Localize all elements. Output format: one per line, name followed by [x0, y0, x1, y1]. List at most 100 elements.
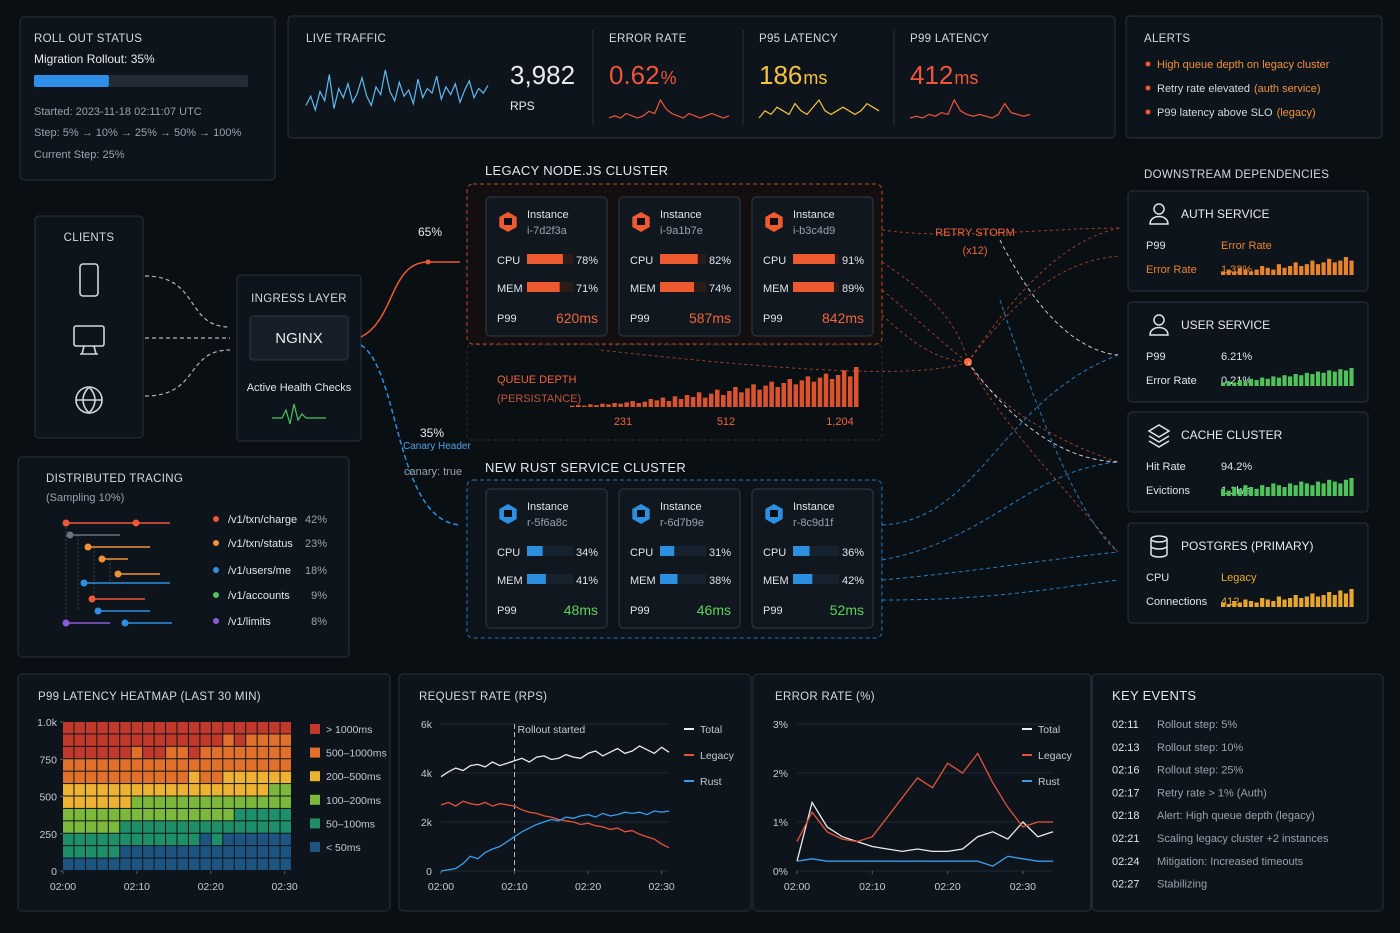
heat-cell — [154, 858, 166, 870]
heat-cell — [257, 784, 269, 796]
rollout-current: Current Step: 25% — [34, 149, 125, 161]
heat-cell — [280, 784, 291, 796]
heat-cell — [63, 833, 74, 846]
heat-cell — [74, 833, 85, 846]
heat-cell — [63, 722, 74, 734]
heat-cell — [211, 746, 223, 759]
usage-label: 89% — [842, 283, 864, 295]
spark-bar — [1321, 595, 1326, 607]
spark-bar — [1310, 260, 1315, 275]
spark-bar — [1327, 479, 1332, 496]
metric-label: CPU — [630, 547, 653, 559]
spark-bar — [757, 389, 762, 407]
bar-track — [660, 574, 706, 584]
heat-cell — [154, 821, 166, 833]
dep-flow — [967, 361, 1119, 463]
usage-label: 41% — [576, 575, 598, 587]
heat-cell — [166, 846, 177, 858]
event-time: 02:13 — [1112, 742, 1140, 754]
spark-bar — [1226, 381, 1231, 386]
heat-cell — [188, 846, 200, 858]
nginx-box — [249, 315, 349, 361]
y-tick-label: 2% — [773, 768, 788, 780]
heat-cell — [234, 821, 246, 833]
spark-bar — [684, 395, 690, 407]
heat-cell — [166, 796, 177, 808]
heat-cell — [211, 784, 223, 796]
spark-bar — [708, 393, 714, 407]
spark-bar — [1321, 372, 1326, 386]
heat-cell — [154, 846, 166, 858]
heat-cell — [223, 808, 234, 821]
spark-bar — [1315, 371, 1321, 386]
heat-cell — [154, 759, 166, 771]
spark-bar — [1299, 598, 1304, 607]
spark-bar — [606, 404, 611, 407]
route-name: /v1/txn/status — [228, 538, 293, 550]
traffic-panel — [287, 15, 1116, 139]
spark-bar — [1315, 596, 1321, 607]
spark-bar — [745, 388, 750, 407]
rust-rule: Canary Header — [403, 441, 471, 452]
heat-cell — [223, 734, 234, 746]
heat-cell — [154, 833, 166, 846]
panel-subtitle: (Sampling 10%) — [46, 492, 124, 504]
usage-label: 91% — [842, 255, 864, 267]
dep-flow — [881, 354, 1119, 526]
heat-cell — [85, 746, 97, 759]
route-dot — [213, 540, 219, 546]
flow-node — [425, 259, 431, 265]
metric-title: P99 LATENCY — [910, 33, 989, 45]
spark-bar — [1254, 380, 1259, 386]
heat-cell — [246, 734, 257, 746]
heat-cell — [188, 796, 200, 808]
spark-bar — [1254, 488, 1259, 496]
instance-label: Instance — [793, 209, 835, 221]
heat-cell — [177, 722, 188, 734]
heat-cell — [143, 771, 154, 784]
rollout-steps: Step: 5% → 10% → 25% → 50% → 100% — [34, 127, 241, 139]
instance-card — [751, 488, 874, 629]
heat-cell — [85, 821, 97, 833]
trace-dot — [88, 595, 96, 603]
trace-dot — [121, 619, 129, 627]
spark-bar — [1226, 269, 1231, 275]
alert-text: Retry rate elevated — [1157, 83, 1250, 95]
retry-line — [599, 349, 969, 372]
clients-panel — [34, 215, 144, 439]
spark-bar — [1226, 490, 1231, 496]
spark-bar — [793, 384, 799, 407]
service-icon — [1150, 535, 1168, 558]
spark-bar — [588, 404, 593, 407]
heat-cell — [177, 833, 188, 846]
panel-title: LIVE TRAFFIC — [306, 33, 386, 45]
instance-label: Instance — [527, 501, 569, 513]
spark-bar — [1310, 374, 1315, 386]
heat-cell — [63, 858, 74, 870]
spark-bar — [1265, 487, 1270, 496]
event-text: Rollout step: 5% — [1157, 719, 1237, 731]
client-flows — [144, 275, 231, 397]
spark-bar — [1243, 381, 1248, 386]
heat-cell — [269, 796, 280, 808]
usage-label: 34% — [576, 547, 598, 559]
heat-cell — [120, 759, 131, 771]
heat-cell — [85, 759, 97, 771]
route-dot — [213, 516, 219, 522]
spark-bar — [1321, 483, 1326, 496]
heat-cell — [280, 771, 291, 784]
usage-bar — [660, 254, 698, 264]
heat-cell — [280, 746, 291, 759]
x-tick-label: 02:20 — [198, 881, 224, 893]
legacy-share: 65% — [418, 225, 442, 239]
spark-bar — [1271, 269, 1276, 275]
retry-web — [599, 227, 1121, 553]
heat-cell — [223, 759, 234, 771]
spark-bar — [829, 379, 835, 407]
heat-cell — [269, 858, 280, 870]
heat-cell — [223, 746, 234, 759]
heat-cell — [211, 796, 223, 808]
spark-bar — [1304, 264, 1309, 275]
panel-title: ERROR RATE (%) — [775, 691, 875, 703]
panel-title: CLIENTS — [64, 232, 115, 244]
